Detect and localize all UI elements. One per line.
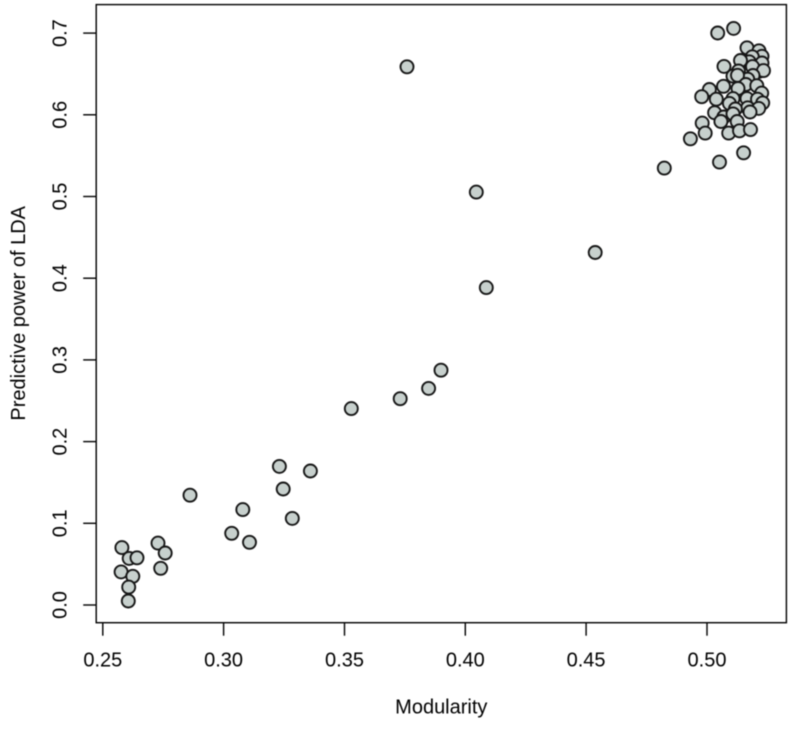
svg-text:0.35: 0.35 [325,650,364,672]
svg-text:0.0: 0.0 [50,591,72,619]
svg-text:0.40: 0.40 [446,650,485,672]
svg-text:0.5: 0.5 [50,183,72,211]
svg-text:0.4: 0.4 [50,264,72,292]
svg-text:0.25: 0.25 [83,650,122,672]
svg-text:0.1: 0.1 [50,509,72,537]
svg-text:0.30: 0.30 [204,650,243,672]
svg-text:0.50: 0.50 [688,650,727,672]
svg-text:Predictive power of LDA: Predictive power of LDA [8,205,30,420]
svg-text:0.6: 0.6 [50,101,72,129]
svg-text:Modularity: Modularity [395,697,487,719]
svg-text:0.45: 0.45 [567,650,606,672]
svg-text:0.7: 0.7 [50,19,72,47]
svg-text:0.2: 0.2 [50,428,72,456]
svg-text:0.3: 0.3 [50,346,72,374]
